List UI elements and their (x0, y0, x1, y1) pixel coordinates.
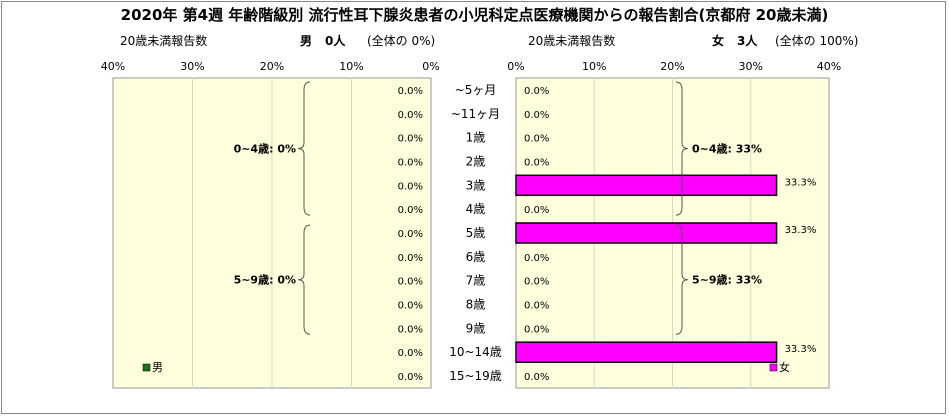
female-value-label: 0.0% (524, 253, 549, 264)
right-count: 3人 (737, 34, 758, 48)
female-value-label: 0.0% (524, 157, 549, 168)
category-label: 4歳 (466, 202, 486, 216)
male-value-label: 0.0% (398, 372, 423, 383)
left-sex-label: 男 (300, 34, 313, 48)
male-value-label: 0.0% (398, 348, 423, 359)
female-value-label: 0.0% (524, 324, 549, 335)
left-group-label: 5~9歳: 0% (234, 273, 296, 287)
female-value-label: 0.0% (524, 110, 549, 121)
male-value-label: 0.0% (398, 181, 423, 192)
right-group-brace (675, 81, 689, 216)
left-subtitle: 20歳未満報告数 (120, 34, 208, 48)
male-legend-label: 男 (152, 361, 163, 374)
left-tick-label: 40% (101, 60, 125, 73)
male-value-label: 0.0% (398, 110, 423, 121)
female-value-label: 33.3% (785, 344, 817, 355)
left-count: 0人 (325, 34, 346, 48)
category-label: 10~14歳 (449, 345, 502, 359)
right-group-label: 0~4歳: 33% (692, 142, 762, 156)
right-tick-label: 20% (660, 60, 684, 73)
right-group-label: 5~9歳: 33% (692, 273, 762, 287)
right-tick-label: 0% (507, 60, 524, 73)
female-value-label: 0.0% (524, 301, 549, 312)
female-value-label: 33.3% (785, 177, 817, 188)
right-tick-label: 10% (582, 60, 606, 73)
male-value-label: 0.0% (398, 205, 423, 216)
category-label: 5歳 (466, 226, 486, 240)
female-value-label: 0.0% (524, 205, 549, 216)
female-bar (515, 222, 778, 244)
female-value-label: 33.3% (785, 225, 817, 236)
male-value-label: 0.0% (398, 301, 423, 312)
left-share: (全体の 0%) (367, 34, 436, 48)
right-share: (全体の 100%) (775, 34, 859, 48)
category-label: 15~19歳 (449, 369, 502, 383)
right-sex-label: 女 (712, 34, 725, 48)
male-value-label: 0.0% (398, 324, 423, 335)
category-label: ~5ヶ月 (455, 83, 497, 97)
right-group-brace (675, 224, 689, 335)
male-value-label: 0.0% (398, 229, 423, 240)
category-label: 7歳 (466, 274, 486, 288)
left-tick-label: 0% (422, 60, 439, 73)
female-value-label: 0.0% (524, 134, 549, 145)
category-label: 2歳 (466, 154, 486, 168)
right-subtitle: 20歳未満報告数 (528, 34, 616, 48)
male-value-label: 0.0% (398, 157, 423, 168)
female-value-label: 0.0% (524, 372, 549, 383)
category-label: 9歳 (466, 321, 486, 335)
category-label: ~11ヶ月 (451, 107, 500, 121)
right-tick-label: 40% (817, 60, 841, 73)
male-value-label: 0.0% (398, 134, 423, 145)
left-group-brace (297, 81, 311, 216)
left-tick-label: 10% (339, 60, 363, 73)
category-label: 8歳 (466, 298, 486, 312)
chart-title: 2020年 第4週 年齢階級別 流行性耳下腺炎患者の小児科定点医療機関からの報告… (120, 6, 829, 24)
female-value-label: 0.0% (524, 86, 549, 97)
left-group-brace (297, 224, 311, 335)
male-value-label: 0.0% (398, 253, 423, 264)
left-group-label: 0~4歳: 0% (234, 142, 296, 156)
category-label: 6歳 (466, 250, 486, 264)
female-legend-label: 女 (779, 360, 790, 374)
left-tick-label: 20% (260, 60, 284, 73)
category-label: 3歳 (466, 178, 486, 192)
female-value-label: 0.0% (524, 277, 549, 288)
female-legend-swatch (769, 363, 778, 372)
category-label: 1歳 (466, 131, 486, 145)
male-legend-swatch (142, 363, 151, 372)
male-value-label: 0.0% (398, 277, 423, 288)
male-value-label: 0.0% (398, 86, 423, 97)
right-tick-label: 30% (739, 60, 763, 73)
left-tick-label: 30% (180, 60, 204, 73)
female-bar (515, 174, 778, 197)
female-bar (515, 341, 778, 363)
